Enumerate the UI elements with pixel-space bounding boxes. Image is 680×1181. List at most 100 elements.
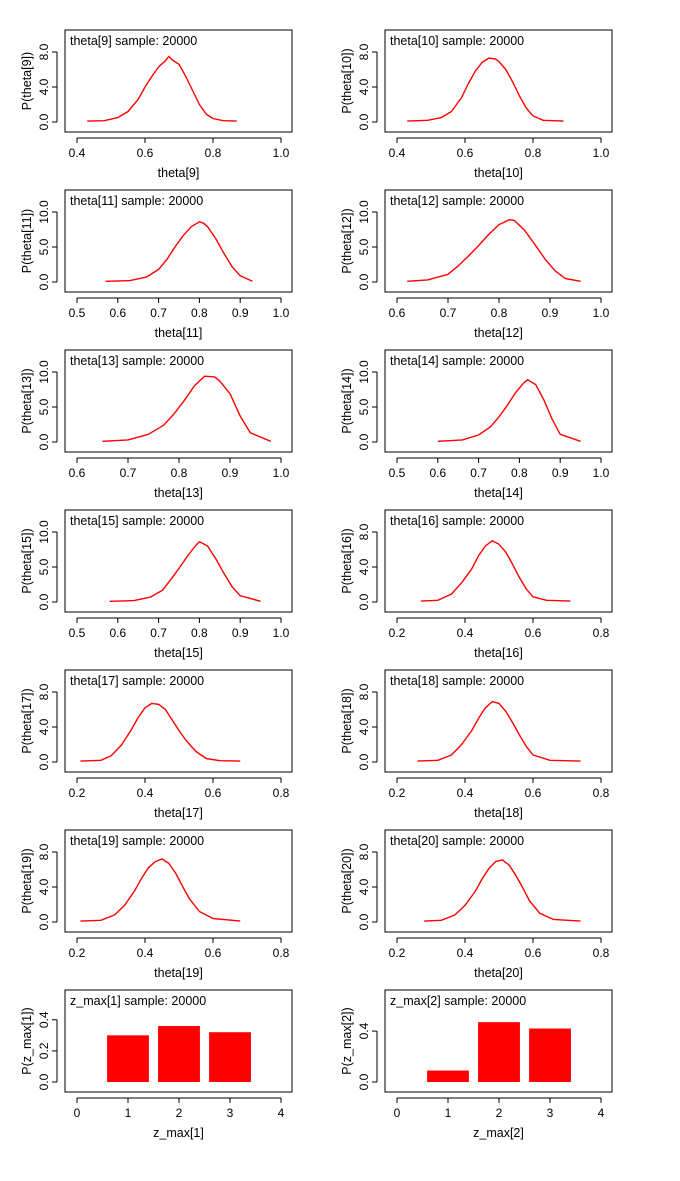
x-tick-label: 0.6: [525, 946, 542, 960]
panel-title: z_max[2] sample: 20000: [390, 994, 526, 1008]
chart-panel-13: z_max[1] sample: 20000 0 1 2 3 4 z_max[1] 0.0 0.…: [20, 989, 293, 1140]
x-tick-label: 0.6: [525, 786, 542, 800]
x-tick-label: 0.6: [525, 626, 542, 640]
y-tick-label: 10.0: [357, 360, 371, 384]
panel-title: theta[18] sample: 20000: [390, 674, 524, 688]
x-tick-label: 4: [278, 1106, 285, 1120]
x-tick-label: 4: [598, 1106, 605, 1120]
y-axis-label: P(theta[19]): [20, 848, 34, 913]
x-tick-label: 0.2: [69, 946, 86, 960]
x-axis-label: theta[14]: [474, 486, 523, 500]
x-tick-label: 0.6: [389, 306, 406, 320]
y-tick-label: 5.0: [37, 558, 51, 575]
density-curve: [87, 55, 237, 122]
x-tick-label: 0.8: [491, 306, 508, 320]
panel-title: theta[15] sample: 20000: [70, 514, 204, 528]
y-tick-label: 10.0: [37, 200, 51, 224]
plot-frame: [64, 829, 293, 933]
y-tick-label: 0.0: [357, 753, 371, 770]
panel-title: theta[19] sample: 20000: [70, 834, 204, 848]
x-tick-label: 1.0: [593, 146, 610, 160]
y-axis-label: P(theta[18]): [340, 688, 354, 753]
y-tick-label: 0.0: [357, 273, 371, 290]
x-tick-label: 0.4: [137, 946, 154, 960]
x-axis-label: theta[10]: [474, 166, 523, 180]
x-tick-label: 0.4: [69, 146, 86, 160]
x-tick-label: 3: [227, 1106, 234, 1120]
x-tick-label: 0.9: [552, 466, 569, 480]
x-tick-label: 1.0: [273, 306, 290, 320]
y-tick-label: 0.0: [37, 753, 51, 770]
plot-frame: [64, 349, 293, 453]
y-axis-label: P(theta[11]): [20, 209, 34, 273]
density-curve: [102, 375, 272, 442]
y-tick-label: 8.0: [357, 43, 371, 60]
x-tick-label: 1.0: [593, 466, 610, 480]
x-tick-label: 0.7: [150, 626, 167, 640]
plot-frame: [384, 989, 613, 1093]
bar-1: [107, 1035, 149, 1082]
x-axis-label: theta[20]: [474, 966, 523, 980]
x-tick-label: 1.0: [593, 306, 610, 320]
chart-panel-7: theta[15] sample: 20000 0.5 0.6 0.7 0.8 0.9 1.…: [20, 509, 293, 660]
chart-panel-1: theta[9] sample: 20000 0.4 0.6 0.8 1.0 theta[…: [20, 29, 293, 180]
y-tick-label: 0.0: [37, 433, 51, 450]
plot-frame: [384, 29, 613, 133]
x-axis-label: theta[15]: [154, 646, 203, 660]
x-axis-label: theta[17]: [154, 806, 203, 820]
bar-1: [427, 1070, 469, 1082]
x-tick-label: 3: [547, 1106, 554, 1120]
panel-title: theta[9] sample: 20000: [70, 34, 197, 48]
y-tick-label: 0.0: [37, 113, 51, 130]
x-tick-label: 0.8: [593, 786, 610, 800]
y-tick-label: 0.2: [37, 1042, 51, 1059]
chart-panel-4: theta[12] sample: 20000 0.6 0.7 0.8 0.9 1.0 th…: [340, 189, 613, 340]
density-curve: [424, 859, 581, 922]
x-axis-label: theta[18]: [474, 806, 523, 820]
x-tick-label: 0: [394, 1106, 401, 1120]
panel-title: theta[12] sample: 20000: [390, 194, 524, 208]
x-tick-label: 0.6: [457, 146, 474, 160]
y-tick-label: 5.0: [37, 398, 51, 415]
x-tick-label: 0.9: [542, 306, 559, 320]
x-tick-label: 0.9: [232, 626, 249, 640]
x-tick-label: 0.8: [171, 466, 188, 480]
panel-title: theta[14] sample: 20000: [390, 354, 524, 368]
x-tick-label: 0.5: [69, 626, 86, 640]
x-tick-label: 1: [445, 1106, 452, 1120]
bar-3: [209, 1032, 251, 1082]
x-tick-label: 0.8: [273, 786, 290, 800]
x-tick-label: 0.8: [525, 146, 542, 160]
chart-panel-11: theta[19] sample: 20000 0.2 0.4 0.6 0.8 theta…: [20, 829, 293, 980]
y-tick-label: 4.0: [357, 558, 371, 575]
x-tick-label: 0.7: [440, 306, 457, 320]
chart-panel-5: theta[13] sample: 20000 0.6 0.7 0.8 0.9 1.0 th…: [20, 349, 293, 500]
y-tick-label: 8.0: [37, 683, 51, 700]
x-tick-label: 0.8: [593, 626, 610, 640]
x-tick-label: 0.6: [205, 946, 222, 960]
x-tick-label: 0.4: [457, 626, 474, 640]
x-tick-label: 0.5: [389, 466, 406, 480]
x-tick-label: 0.7: [120, 466, 137, 480]
chart-panel-6: theta[14] sample: 20000 0.5 0.6 0.7 0.8 0.9 1.…: [340, 349, 613, 500]
density-curve: [420, 540, 571, 602]
y-axis-label: P(theta[17]): [20, 688, 34, 753]
x-tick-label: 1.0: [273, 466, 290, 480]
x-axis-label: theta[9]: [158, 166, 200, 180]
x-tick-label: 1.0: [273, 626, 290, 640]
plot-frame: [64, 669, 293, 773]
x-tick-label: 0.2: [389, 626, 406, 640]
plot-frame: [384, 669, 613, 773]
x-tick-label: 0.2: [389, 786, 406, 800]
y-axis-label: P(theta[12]): [340, 208, 354, 273]
y-tick-label: 8.0: [357, 523, 371, 540]
x-tick-label: 0.6: [429, 466, 446, 480]
density-curve: [80, 702, 241, 762]
x-tick-label: 0.9: [222, 466, 239, 480]
panel-title: theta[16] sample: 20000: [390, 514, 524, 528]
y-tick-label: 0.0: [357, 913, 371, 930]
y-tick-label: 0.0: [357, 113, 371, 130]
plot-frame: [64, 989, 293, 1093]
x-tick-label: 2: [496, 1106, 503, 1120]
